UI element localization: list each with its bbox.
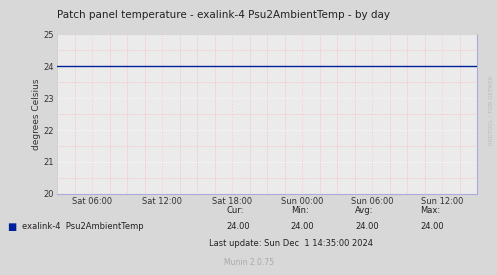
Text: RRDTOOL / TOBI OETIKER: RRDTOOL / TOBI OETIKER (489, 75, 494, 145)
Text: 24.00: 24.00 (355, 222, 379, 231)
Text: 24.00: 24.00 (420, 222, 444, 231)
Text: ■: ■ (7, 222, 17, 232)
Text: exalink-4  Psu2AmbientTemp: exalink-4 Psu2AmbientTemp (22, 222, 144, 231)
Text: Max:: Max: (420, 206, 440, 215)
Text: Last update: Sun Dec  1 14:35:00 2024: Last update: Sun Dec 1 14:35:00 2024 (209, 239, 373, 248)
Text: Munin 2.0.75: Munin 2.0.75 (224, 258, 273, 267)
Y-axis label: degrees Celsius: degrees Celsius (32, 78, 41, 150)
Text: Avg:: Avg: (355, 206, 374, 215)
Text: Patch panel temperature - exalink-4 Psu2AmbientTemp - by day: Patch panel temperature - exalink-4 Psu2… (57, 10, 390, 20)
Text: 24.00: 24.00 (291, 222, 315, 231)
Text: 24.00: 24.00 (226, 222, 250, 231)
Text: Min:: Min: (291, 206, 309, 215)
Text: Cur:: Cur: (226, 206, 244, 215)
